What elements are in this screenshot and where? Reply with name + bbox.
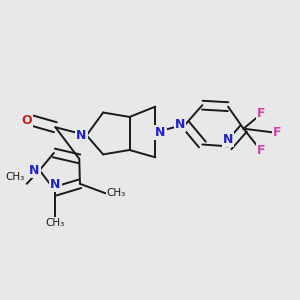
Text: N: N bbox=[29, 164, 40, 177]
Text: O: O bbox=[22, 114, 32, 127]
Text: N: N bbox=[76, 129, 87, 142]
Text: CH₃: CH₃ bbox=[106, 188, 126, 198]
Text: F: F bbox=[257, 144, 266, 157]
Text: CH₃: CH₃ bbox=[6, 172, 25, 182]
Text: N: N bbox=[50, 178, 61, 191]
Text: N: N bbox=[155, 126, 166, 139]
Text: CH₃: CH₃ bbox=[46, 218, 65, 228]
Text: F: F bbox=[273, 126, 281, 139]
Text: N: N bbox=[175, 118, 185, 131]
Text: N: N bbox=[223, 133, 233, 146]
Text: F: F bbox=[257, 107, 266, 121]
